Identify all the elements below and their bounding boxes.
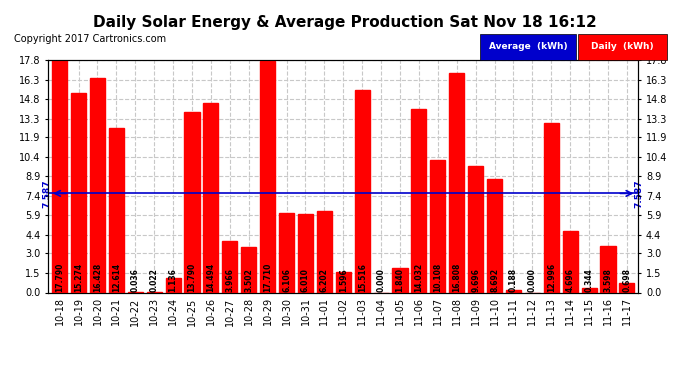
Text: 6.010: 6.010 [301,268,310,292]
Bar [166,278,181,292]
Bar [487,179,502,292]
Text: 0.022: 0.022 [150,268,159,292]
Bar [411,109,426,292]
Text: 16.808: 16.808 [452,262,461,292]
Text: 12.996: 12.996 [546,263,555,292]
Text: 9.696: 9.696 [471,268,480,292]
Bar [620,284,635,292]
Text: 15.274: 15.274 [74,263,83,292]
Bar [355,90,370,292]
Bar [393,268,408,292]
Bar [260,61,275,292]
Bar [222,241,237,292]
Text: 0.344: 0.344 [584,268,593,292]
Bar [600,246,615,292]
Text: Daily  (kWh): Daily (kWh) [591,42,653,51]
Bar [562,231,578,292]
Text: 16.428: 16.428 [93,262,102,292]
Text: Daily Solar Energy & Average Production Sat Nov 18 16:12: Daily Solar Energy & Average Production … [93,15,597,30]
Bar [336,272,351,292]
Bar [279,213,294,292]
Text: 17.710: 17.710 [263,262,272,292]
Text: 3.598: 3.598 [604,268,613,292]
Text: 0.188: 0.188 [509,268,518,292]
Bar [90,78,105,292]
Text: 1.596: 1.596 [339,268,348,292]
Bar [468,166,483,292]
Text: 1.136: 1.136 [168,268,177,292]
Text: 13.790: 13.790 [188,262,197,292]
Bar [506,290,521,292]
Bar [52,60,67,292]
Bar [184,112,199,292]
Bar [449,73,464,292]
Text: 10.108: 10.108 [433,262,442,292]
Text: 0.698: 0.698 [622,268,631,292]
Text: 17.790: 17.790 [55,262,64,292]
Text: 6.106: 6.106 [282,268,291,292]
Bar [71,93,86,292]
Bar [317,211,332,292]
Text: 15.516: 15.516 [357,263,366,292]
Text: 3.502: 3.502 [244,268,253,292]
Text: 0.036: 0.036 [131,268,140,292]
Text: 0.000: 0.000 [528,268,537,292]
Bar [204,103,219,292]
Text: 4.696: 4.696 [566,268,575,292]
Text: Average  (kWh): Average (kWh) [489,42,567,51]
Text: 7.587: 7.587 [635,179,644,208]
Bar [298,214,313,292]
Text: Copyright 2017 Cartronics.com: Copyright 2017 Cartronics.com [14,34,166,44]
Text: 14.032: 14.032 [415,263,424,292]
Text: 12.614: 12.614 [112,263,121,292]
Bar [544,123,559,292]
Text: 14.494: 14.494 [206,263,215,292]
Text: 8.692: 8.692 [490,268,499,292]
Text: 3.966: 3.966 [226,268,235,292]
Text: 6.202: 6.202 [320,268,329,292]
Text: 1.840: 1.840 [395,268,404,292]
Text: 7.587: 7.587 [43,179,52,208]
Bar [431,160,445,292]
Bar [241,247,256,292]
Bar [582,288,597,292]
Bar [109,128,124,292]
Text: 0.000: 0.000 [377,268,386,292]
